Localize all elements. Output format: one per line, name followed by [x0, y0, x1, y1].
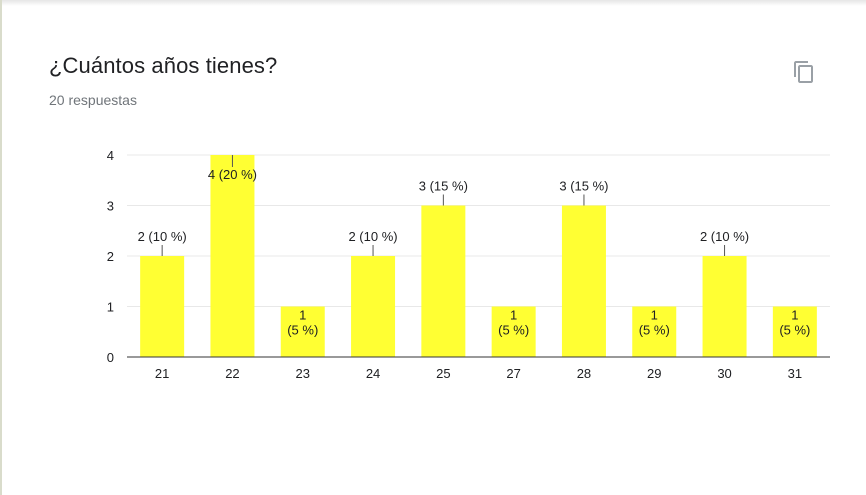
- bar: [140, 256, 185, 357]
- x-tick-label: 24: [366, 366, 380, 381]
- bar: [632, 306, 677, 357]
- x-tick-label: 29: [647, 366, 661, 381]
- bar: [702, 256, 747, 357]
- bar-value-label-line: 1: [299, 308, 306, 323]
- bar-value-label-line: (5 %): [779, 323, 810, 338]
- bar-value-label-line: (5 %): [498, 323, 529, 338]
- y-tick-label: 0: [107, 350, 114, 365]
- y-tick-label: 3: [107, 199, 114, 214]
- bar-value-label: 1 (5 %): [498, 308, 529, 338]
- x-tick-label: 31: [788, 366, 802, 381]
- bar: [210, 155, 255, 357]
- x-tick-label: 27: [506, 366, 520, 381]
- bar: [772, 306, 817, 357]
- bar-value-label: 2 (10 %): [348, 229, 397, 244]
- y-tick-label: 4: [107, 148, 114, 163]
- bar-value-label: 3 (15 %): [419, 179, 468, 194]
- x-tick-label: 30: [717, 366, 731, 381]
- bar: [561, 205, 606, 357]
- bar: [280, 306, 325, 357]
- bar-value-label: 4 (20 %): [208, 167, 257, 182]
- response-count: 20 respuestas: [49, 92, 137, 108]
- x-tick-label: 23: [296, 366, 310, 381]
- bar: [351, 256, 396, 357]
- x-tick-label: 22: [225, 366, 239, 381]
- question-summary-card: ¿Cuántos años tienes? 20 respuestas: [2, 6, 866, 495]
- bar-value-label-line: (5 %): [287, 323, 318, 338]
- bar-value-label: 3 (15 %): [559, 179, 608, 194]
- x-tick-label: 21: [155, 366, 169, 381]
- window-top-shadow: [2, 0, 866, 6]
- copy-icon: [794, 61, 813, 83]
- question-title: ¿Cuántos años tienes?: [49, 53, 278, 78]
- bar-value-label: 1 (5 %): [287, 308, 318, 338]
- x-tick-label: 28: [577, 366, 591, 381]
- y-tick-label: 2: [107, 249, 114, 264]
- copy-chart-button[interactable]: [792, 60, 816, 84]
- y-tick-label: 1: [107, 300, 114, 315]
- bar-value-label: 2 (10 %): [700, 229, 749, 244]
- bar-value-label: 1 (5 %): [639, 308, 670, 338]
- bar-value-label-line: 1: [651, 308, 658, 323]
- bar: [421, 205, 466, 357]
- window-left-border: [0, 0, 2, 495]
- x-tick-label: 25: [436, 366, 450, 381]
- bar: [491, 306, 536, 357]
- bar-value-label-line: 1: [791, 308, 798, 323]
- bar-value-label-line: 1: [510, 308, 517, 323]
- bar-value-label-line: (5 %): [639, 323, 670, 338]
- bar-value-label: 2 (10 %): [138, 229, 187, 244]
- bar-value-label: 1 (5 %): [779, 308, 810, 338]
